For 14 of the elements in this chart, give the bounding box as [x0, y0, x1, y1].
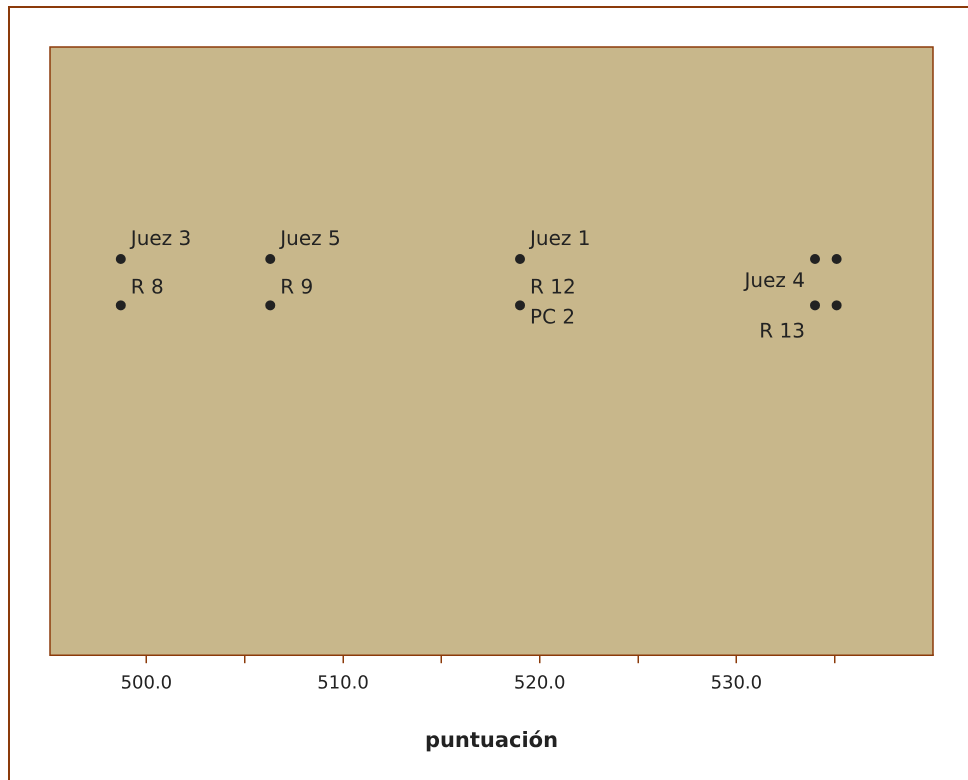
x-tick-label: 500.0: [120, 672, 172, 694]
annotation: R 13: [759, 318, 806, 342]
annotation: PC 2: [530, 304, 576, 328]
annotation: Juez 3: [128, 226, 192, 250]
annotation: R 8: [130, 274, 164, 298]
annotation: R 9: [280, 274, 314, 298]
x-axis-title: puntuación: [424, 728, 558, 752]
annotation: R 12: [530, 274, 576, 298]
x-tick-label: 530.0: [710, 672, 762, 694]
annotation: Juez 4: [742, 268, 806, 292]
annotation: Juez 1: [528, 226, 590, 250]
x-tick-label: 510.0: [317, 672, 369, 694]
annotation: Juez 5: [278, 226, 341, 250]
x-tick-label: 520.0: [514, 672, 566, 694]
